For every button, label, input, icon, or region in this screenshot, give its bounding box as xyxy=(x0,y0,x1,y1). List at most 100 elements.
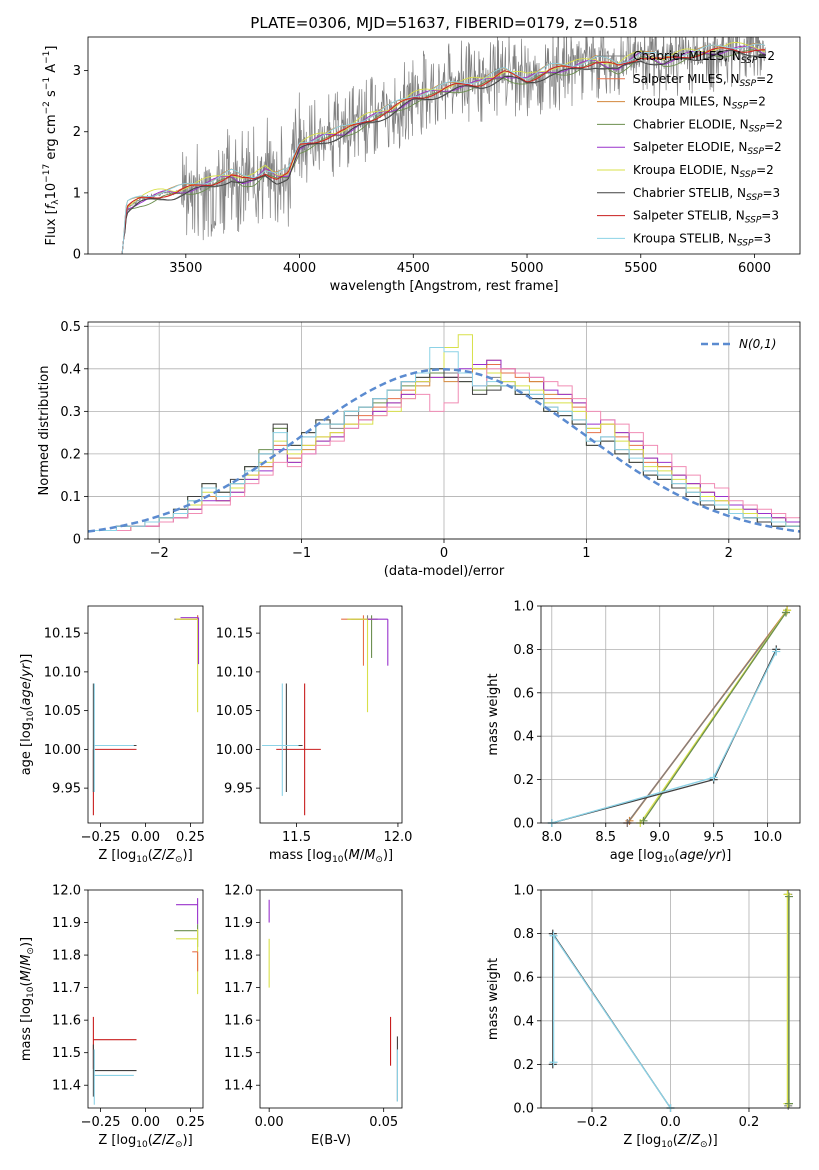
y-tick-label: 11.7 xyxy=(52,981,81,996)
x-tick-label: 5000 xyxy=(510,261,543,276)
y-tick-label: 0.0 xyxy=(513,1102,534,1117)
axes-frame xyxy=(87,889,204,1109)
mass-weight-vs-age-plot: 8.0 8.5 9.0 9.5 10.0 0.0 0.2 0.4 0.6 0.8 1.0 age [l… xyxy=(486,600,801,865)
weight-marker xyxy=(785,1099,794,1108)
y-tick-label: 0.6 xyxy=(513,971,534,986)
y-tick-label: 0.8 xyxy=(513,927,534,942)
x-axis-label: wavelength [Angstrom, rest frame] xyxy=(330,279,559,294)
x-tick-label: 6000 xyxy=(738,261,771,276)
histogram-step-line xyxy=(88,347,800,531)
x-tick-label: 0.25 xyxy=(176,1115,205,1130)
x-tick-label: 8.5 xyxy=(595,830,616,845)
x-tick-label: −0.25 xyxy=(81,1115,121,1130)
mass-vs-Z-plot: −0.25 0.00 0.25 11.4 11.5 11.6 11.7 11.8 11.9 12.… xyxy=(19,884,205,1151)
axes-frame xyxy=(259,889,403,1109)
x-tick-label: −0.25 xyxy=(81,830,121,845)
y-tick-label: 10.15 xyxy=(216,627,253,642)
y-tick-label: 11.4 xyxy=(224,1079,253,1094)
x-tick-label: 3500 xyxy=(169,261,202,276)
x-tick-label: 11.5 xyxy=(282,830,311,845)
y-tick-label: 10.15 xyxy=(44,627,81,642)
y-tick-label: 0.1 xyxy=(60,490,81,505)
x-tick-label: 4500 xyxy=(397,261,430,276)
spectrum-model-line xyxy=(121,47,766,254)
y-tick-label: 10.00 xyxy=(44,743,81,758)
y-tick-label: 0.6 xyxy=(513,686,534,701)
subplots-layer: 3500 4000 4500 5000 5500 6000 0 1 2 3 wavelength [… xyxy=(19,36,801,1151)
y-tick-label: 1.0 xyxy=(513,600,534,615)
spectrum-data-line xyxy=(121,37,767,254)
axes-frame xyxy=(540,889,801,1109)
x-tick-label: −0.2 xyxy=(576,1115,608,1130)
legend-label: Kroupa ELODIE, NSSP=2 xyxy=(633,163,774,180)
y-tick-label: 0.4 xyxy=(513,730,534,745)
weight-marker xyxy=(709,773,718,782)
y-tick-label: 11.5 xyxy=(224,1046,253,1061)
x-tick-label: 0.00 xyxy=(131,830,160,845)
x-axis-label: (data-model)/error xyxy=(384,564,505,579)
y-tick-label: 0.3 xyxy=(60,405,81,420)
mass-vs-EBV-plot: 0.00 0.05 11.4 11.5 11.6 11.7 11.8 11.9 12.0 E(B-… xyxy=(224,884,403,1148)
y-axis-label: mass [log10(M/M⊙)] xyxy=(19,937,36,1061)
y-tick-label: 3 xyxy=(73,64,81,79)
x-tick-label: 10.0 xyxy=(753,830,782,845)
x-tick-label: 9.5 xyxy=(703,830,724,845)
y-tick-label: 11.5 xyxy=(52,1046,81,1061)
histogram-plot: −2 −1 0 1 2 0 0.1 0.2 0.3 0.4 0.5 (data-model)/erro… xyxy=(37,320,801,579)
x-axis-label: E(B-V) xyxy=(311,1133,351,1148)
x-tick-label: 0.0 xyxy=(660,1115,681,1130)
y-axis-label: mass weight xyxy=(486,673,501,755)
x-tick-label: 0.00 xyxy=(131,1115,160,1130)
y-tick-label: 10.05 xyxy=(44,704,81,719)
x-tick-label: 0.25 xyxy=(176,830,205,845)
x-axis-label: Z [log10(Z/Z⊙)] xyxy=(623,1133,717,1150)
x-tick-label: 0.2 xyxy=(739,1115,760,1130)
y-tick-label: 11.8 xyxy=(52,949,81,964)
axes-frame xyxy=(87,36,801,255)
weight-marker xyxy=(639,816,648,825)
legend-label: Salpeter STELIB, NSSP=3 xyxy=(633,209,779,226)
y-tick-label: 10.10 xyxy=(216,665,253,680)
y-tick-label: 10.10 xyxy=(44,665,81,680)
y-axis-label: Flux [fλ10−17 erg cm−2 s−1 A−1] xyxy=(42,46,61,246)
legend-label: Chabrier ELODIE, NSSP=2 xyxy=(633,117,783,134)
x-tick-label: 2 xyxy=(725,546,733,561)
spectrum-plot: 3500 4000 4500 5000 5500 6000 0 1 2 3 wavelength [… xyxy=(42,36,801,294)
y-tick-label: 1.0 xyxy=(513,884,534,899)
y-tick-label: 0 xyxy=(73,533,81,548)
x-tick-label: 9.0 xyxy=(649,830,670,845)
y-tick-label: 0.4 xyxy=(513,1014,534,1029)
y-tick-label: 12.0 xyxy=(52,884,81,899)
legend-label: N(0,1) xyxy=(739,337,776,351)
y-tick-label: 11.6 xyxy=(52,1014,81,1029)
y-tick-label: 0.4 xyxy=(60,362,81,377)
y-tick-label: 11.9 xyxy=(52,916,81,931)
y-tick-label: 12.0 xyxy=(224,884,253,899)
gaussian-curve xyxy=(88,368,800,533)
x-tick-label: 0 xyxy=(440,546,448,561)
histogram-step-line xyxy=(88,368,800,531)
y-axis-label: mass weight xyxy=(486,958,501,1040)
x-tick-label: 0.05 xyxy=(369,1115,398,1130)
y-tick-label: 10.00 xyxy=(216,743,253,758)
x-tick-label: 12.0 xyxy=(383,830,412,845)
y-tick-label: 0.0 xyxy=(513,817,534,832)
weight-marker xyxy=(772,647,781,656)
age-vs-mass-plot: 11.5 12.0 9.95 10.00 10.05 10.10 10.15 mass [lo… xyxy=(216,605,412,865)
x-axis-label: mass [log10(M/M⊙)] xyxy=(269,848,393,865)
spectrum-model-line xyxy=(121,49,766,254)
x-axis-label: Z [log10(Z/Z⊙)] xyxy=(98,1133,192,1150)
y-tick-label: 11.6 xyxy=(224,1014,253,1029)
y-tick-label: 11.9 xyxy=(224,916,253,931)
mass-weight-vs-Z-plot: −0.2 0.0 0.2 0.0 0.2 0.4 0.6 0.8 1.0 Z [log10(Z/Z… xyxy=(486,884,801,1150)
spectrum-model-line xyxy=(121,50,766,254)
y-axis-label: Normed distribution xyxy=(37,366,52,496)
y-tick-label: 1 xyxy=(73,186,81,201)
axes-frame xyxy=(259,605,403,824)
x-tick-label: 0.00 xyxy=(255,1115,284,1130)
y-tick-label: 0.2 xyxy=(513,1058,534,1073)
y-tick-label: 11.7 xyxy=(224,981,253,996)
y-axis-label: age [log10(age/yr)] xyxy=(19,654,36,776)
